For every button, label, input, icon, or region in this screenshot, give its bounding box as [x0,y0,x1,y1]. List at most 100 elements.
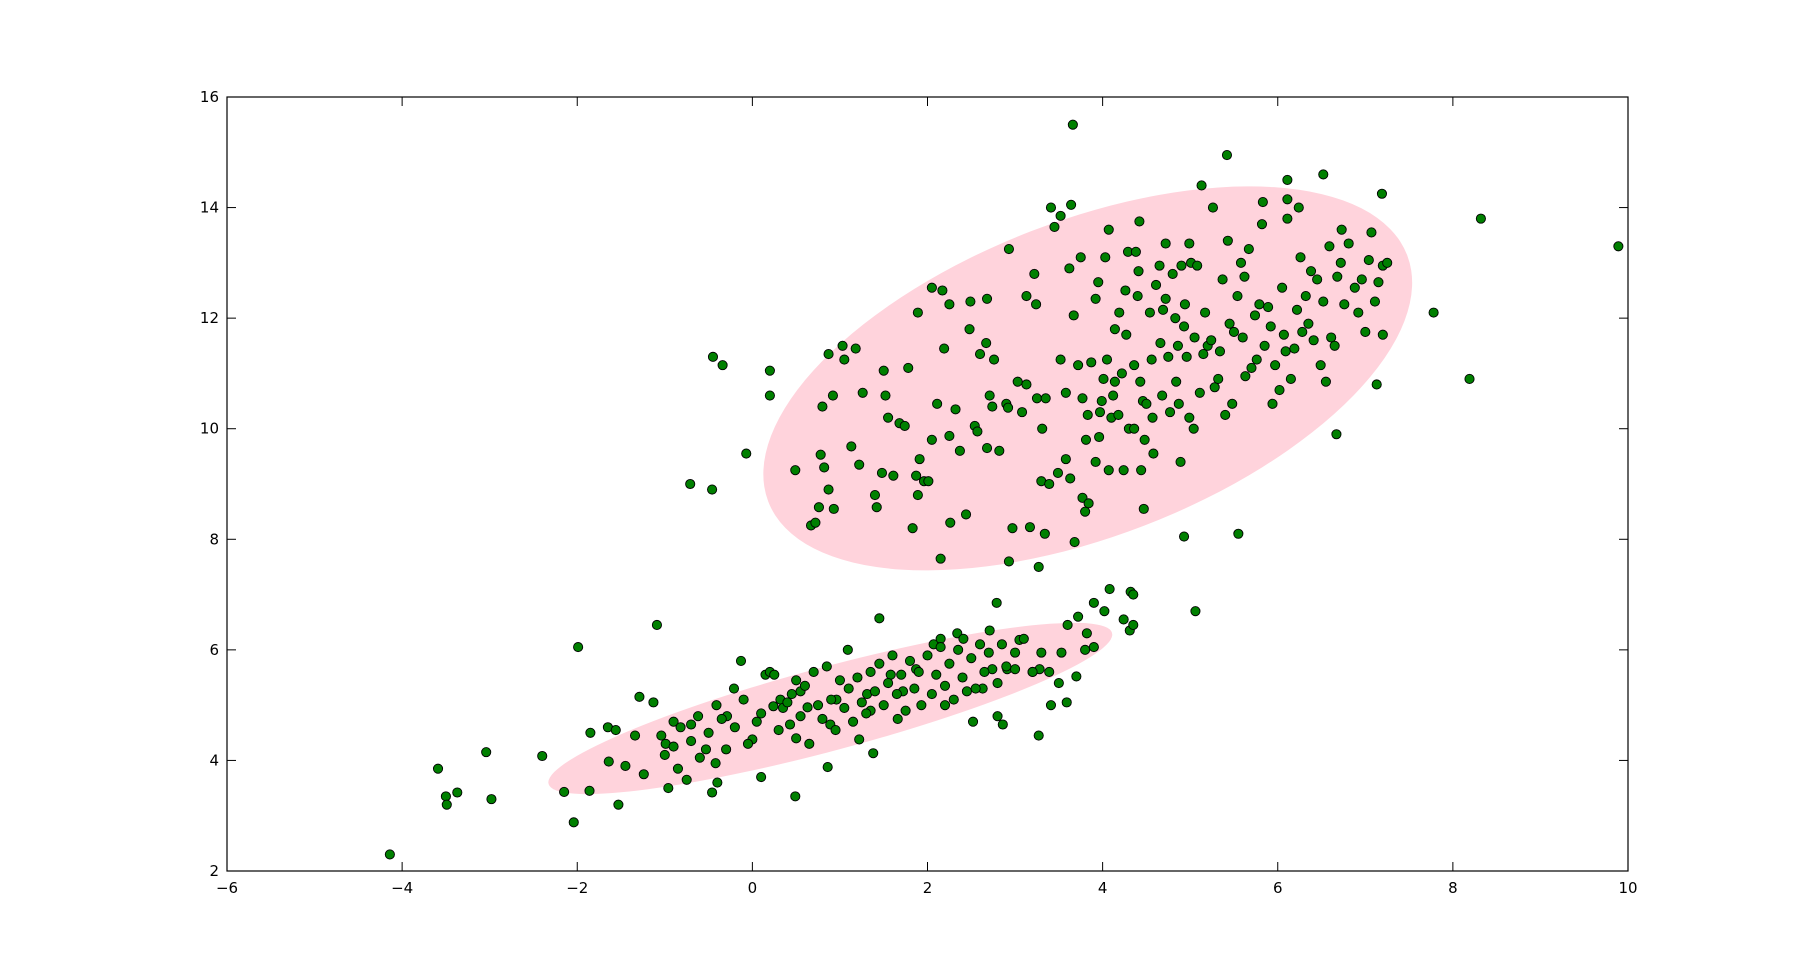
point [804,738,815,749]
point [741,448,752,459]
point [707,787,718,798]
point [686,736,697,747]
point [790,791,801,802]
point [1220,409,1231,420]
point [937,285,948,296]
point [1289,343,1300,354]
point [1259,340,1270,351]
point [996,639,1007,650]
point [799,680,810,691]
point [1066,199,1077,210]
point [452,787,463,798]
point [1135,376,1146,387]
point [983,647,994,658]
point [651,619,662,631]
point [1121,329,1132,340]
point [1045,202,1057,213]
point [1363,255,1374,266]
point [823,349,834,360]
point [795,711,806,722]
point [1007,523,1018,534]
point [837,340,848,351]
point [1160,238,1171,249]
point [1206,335,1217,346]
point [1295,252,1306,263]
point [1222,235,1233,246]
point [861,708,872,719]
point [896,669,907,680]
point [1324,241,1335,252]
point [1315,360,1326,371]
point [1189,332,1200,343]
point [1303,318,1314,329]
point [481,747,492,758]
point [707,351,719,362]
point [1240,371,1251,382]
point [1227,398,1238,409]
point [997,719,1008,730]
point [1039,528,1050,539]
point [1094,407,1106,418]
y-tick-label: 2 [209,862,219,880]
point [1353,307,1364,318]
point [961,686,972,697]
point [1060,387,1071,398]
point [846,441,857,452]
point [1003,556,1014,567]
point [903,362,914,373]
point [1031,393,1043,404]
point [1090,293,1101,304]
point [1224,318,1235,329]
component-ellipse [548,622,1113,795]
point [1029,268,1040,279]
point [1062,619,1073,631]
point [958,633,969,644]
point [1265,321,1276,332]
point [939,700,951,711]
point [913,666,924,678]
point [988,354,1000,365]
point [693,711,704,722]
point [629,730,641,741]
point [1214,346,1226,357]
point [1184,412,1195,423]
point [970,683,981,694]
point [1376,188,1387,199]
point [1377,329,1388,340]
point [1312,274,1323,285]
point [1139,434,1150,445]
point [1155,337,1166,349]
point [1148,448,1159,459]
point [854,459,865,470]
point [1055,354,1066,365]
point [874,613,885,624]
point [1147,412,1158,423]
point [1233,528,1244,539]
point [935,553,946,564]
point [869,490,881,501]
point [839,702,850,713]
point [700,744,712,755]
point [1270,360,1281,371]
point [1239,271,1250,282]
point [751,716,762,727]
point [887,650,898,661]
point [1263,302,1274,313]
point [916,700,927,711]
point [1049,221,1060,232]
point [1044,666,1055,678]
point [1075,252,1086,263]
point [686,719,697,730]
point [1080,434,1092,445]
point [1382,257,1393,268]
y-tick-label: 12 [200,309,219,327]
point [926,434,937,445]
point [1190,606,1201,617]
point [842,644,853,655]
point [738,694,749,705]
point [1128,589,1139,600]
point [1373,277,1384,288]
point [1308,335,1319,346]
point [764,365,775,376]
point [1217,274,1228,285]
